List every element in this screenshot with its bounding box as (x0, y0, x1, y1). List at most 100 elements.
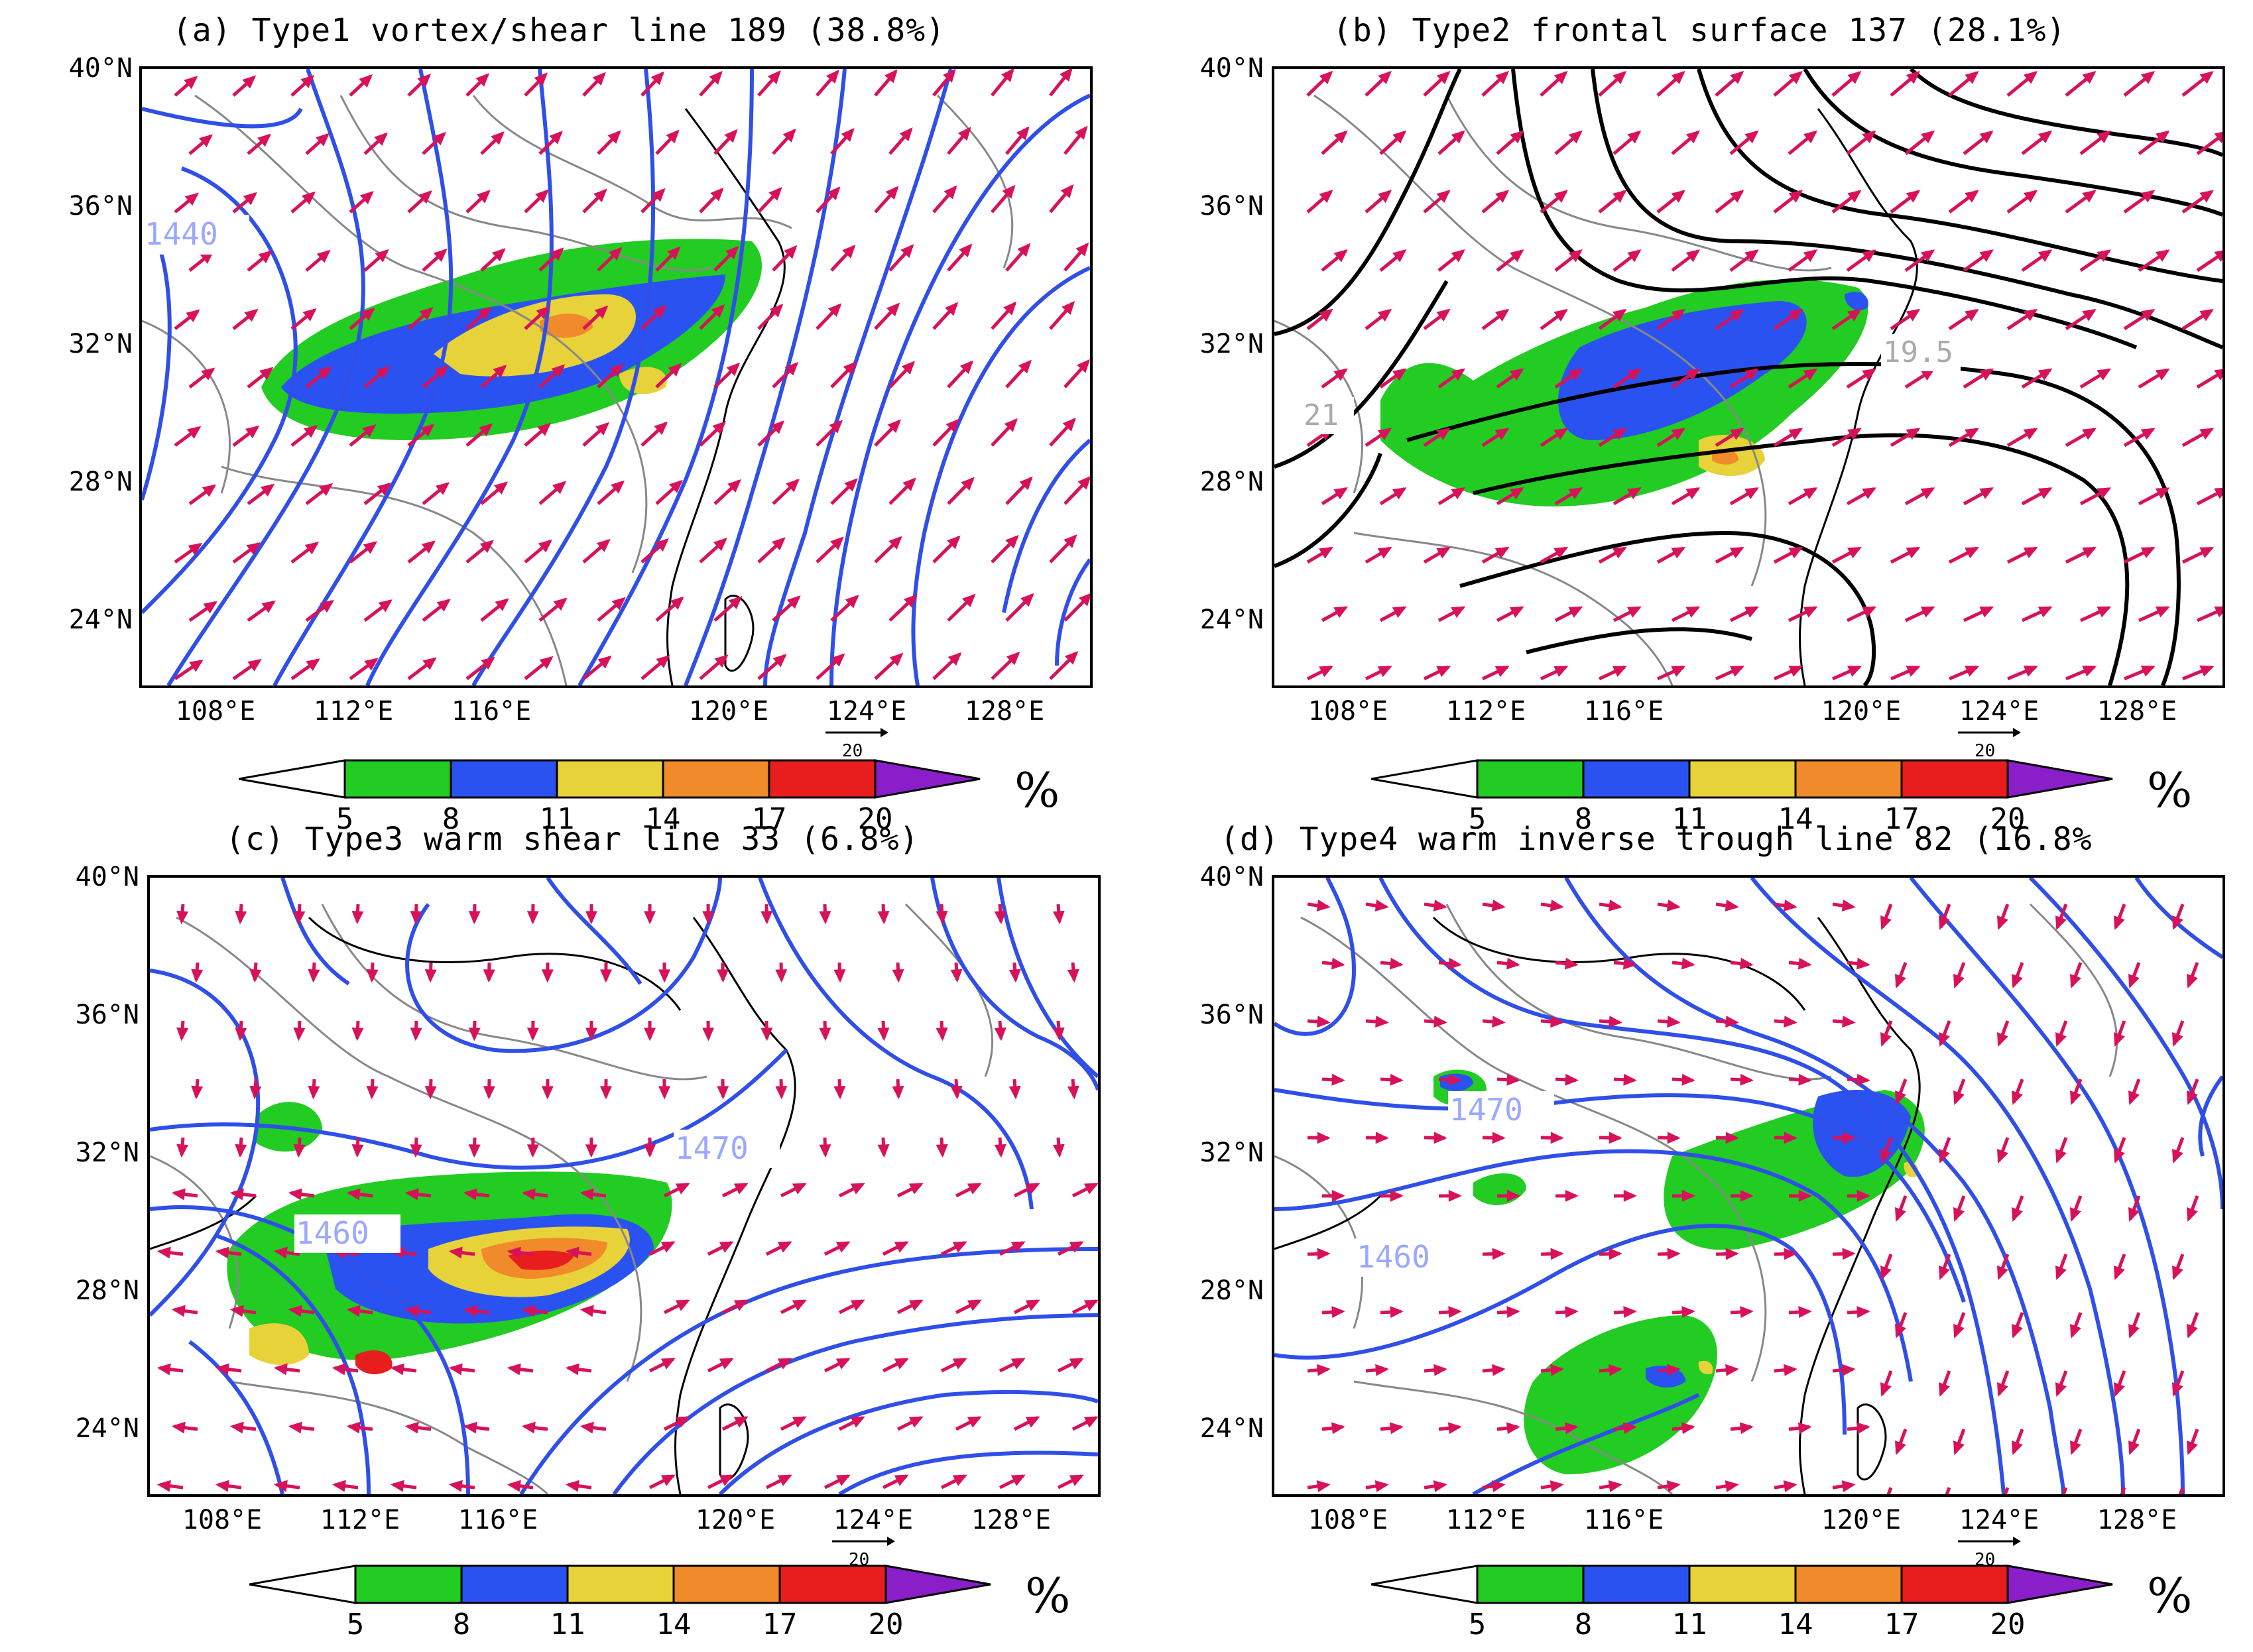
lon-label: 108°E (1308, 696, 1388, 727)
wind-vector-head (1740, 1306, 1754, 1319)
wind-vector-head (176, 1144, 189, 1158)
wind-vector-head (819, 911, 831, 925)
wind-vector-head (908, 1416, 924, 1428)
streamlines (150, 878, 1098, 1494)
contour-label: 21 (1304, 398, 1339, 432)
wind-vector-head (1075, 242, 1089, 257)
wind-vector-head (1847, 666, 1862, 677)
wind-vector-head (2186, 1324, 2198, 1338)
wind-vector-head (1996, 915, 2008, 930)
wind-vector-head (1553, 546, 1569, 559)
wind-vector-head (1550, 1132, 1564, 1144)
map-frame: 19.5 21 (1272, 66, 2225, 688)
wind-vector-head (2069, 1441, 2081, 1455)
colorbar-label: 17 (1884, 802, 1919, 836)
wind-vector-head (293, 1144, 306, 1158)
wind-vector-head (188, 542, 203, 556)
wind-vector-head (1433, 900, 1447, 912)
wind-vector-head (819, 1028, 831, 1041)
wind-vector-head (2055, 1382, 2067, 1397)
wind-vector-head (1069, 1358, 1084, 1370)
lon-label: 116°E (1583, 1505, 1664, 1535)
wind-vectors (174, 69, 1090, 681)
wind-vector-head (1744, 368, 1759, 381)
wind-vector-head (1740, 1189, 1754, 1202)
wind-vector-head (967, 1416, 982, 1428)
wind-vector-head (831, 653, 845, 667)
wind-vector-head (1857, 1189, 1870, 1202)
wind-vector-head (1377, 308, 1392, 322)
wind-vector-head (1996, 1382, 2008, 1397)
wind-vector-head (404, 1305, 419, 1317)
wind-vector-head (792, 1416, 807, 1428)
wind-vector-head (1798, 1073, 1812, 1086)
wind-vector-head (1894, 1441, 1906, 1455)
wind-vector-head (1010, 1358, 1026, 1370)
wind-vector-head (713, 538, 727, 552)
wind-vector-head (526, 911, 539, 925)
wind-vector-head (366, 969, 379, 983)
wind-vector-head (176, 910, 189, 925)
wind-vector-head (727, 479, 741, 493)
wind-vector-head (1979, 249, 1994, 263)
wind-vector-head (1894, 1091, 1906, 1105)
wind-vector-head (1784, 1248, 1797, 1260)
wind-vector-head (1667, 1132, 1681, 1144)
wind-vector-head (1333, 130, 1348, 144)
wind-vector-head (448, 1363, 463, 1376)
wind-vector-head (565, 1246, 579, 1259)
wind-vector-head (2128, 1324, 2140, 1338)
lat-label: 28°N (75, 1275, 139, 1306)
wind-vector-head (2140, 547, 2156, 559)
wind-vector-head (235, 1027, 247, 1041)
lon-label: 128°E (2097, 1505, 2177, 1535)
wind-vector-head (712, 421, 727, 435)
wind-vector-head (2155, 249, 2170, 262)
wind-vector-head (259, 367, 274, 381)
wind-vector-head (1553, 666, 1569, 678)
wind-vector-head (186, 309, 200, 323)
wind-vector-head (1331, 957, 1345, 970)
wind-vector-head (463, 1305, 477, 1317)
wind-vector-head (658, 969, 671, 983)
wind-vector-head (2038, 487, 2053, 499)
wind-vector-head (410, 1144, 422, 1158)
lon-label: 116°E (451, 696, 532, 727)
wind-vector-head (1979, 606, 1994, 618)
wind-vector-head (483, 969, 495, 983)
wind-vector-head (2128, 1207, 2140, 1222)
wind-vector-head (318, 483, 334, 497)
wind-vector-head (346, 1188, 361, 1201)
wind-vector-head (1744, 487, 1759, 500)
wind-vector-head (410, 1028, 422, 1041)
wind-vector-head (2199, 309, 2215, 322)
wind-vector-head (2082, 309, 2097, 322)
wind-vector-head (288, 1421, 302, 1434)
wind-vector-head (477, 190, 491, 204)
wind-vector-head (1803, 130, 1818, 144)
wind-vector-head (900, 244, 914, 259)
wind-vector-head (1783, 900, 1797, 912)
wind-vector-head (1880, 915, 1892, 930)
wind-vector-head (786, 595, 801, 609)
contour-label: 1460 (1357, 1239, 1430, 1275)
wind-vector-head (463, 1188, 477, 1201)
wind-vector-head (2140, 190, 2156, 203)
lat-label: 40°N (1199, 53, 1264, 84)
wind-vector-head (1671, 546, 1686, 559)
wind-vector-head (1609, 1248, 1622, 1260)
contour-label-1440: 1440 (143, 215, 249, 255)
colorbar-label: 20 (857, 802, 893, 836)
wind-vector-head (541, 1086, 554, 1100)
wind-vector-head (1392, 606, 1407, 619)
wind-vector-head (521, 1188, 536, 1201)
wind-vector-head (1019, 476, 1033, 491)
colorbar (1371, 759, 2113, 799)
wind-vector-head (669, 479, 683, 493)
wind-vector-head (1862, 249, 1876, 263)
wind-vector-head (654, 421, 668, 436)
colorbar-label: 20 (1990, 802, 2026, 836)
wind-vector-head (596, 538, 611, 552)
reference-arrow-icon (832, 1537, 895, 1546)
wind-vector-head (1568, 368, 1583, 381)
